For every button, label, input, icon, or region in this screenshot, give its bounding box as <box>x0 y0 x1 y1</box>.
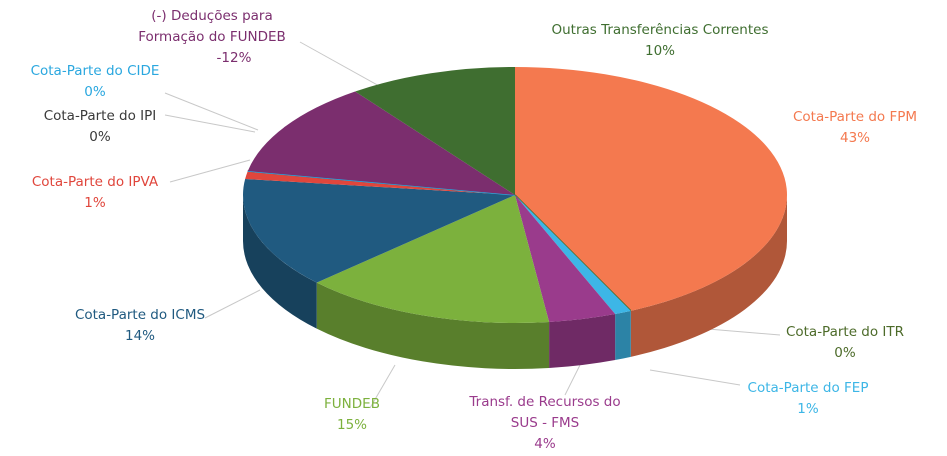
slice-value-label: 15% <box>336 417 367 433</box>
leader-line <box>169 159 251 183</box>
leader-line <box>164 114 256 133</box>
slice-value-label: 1% <box>84 195 106 211</box>
pie-slice <box>243 178 515 283</box>
pie-slice-side <box>549 314 616 368</box>
leader-line <box>164 92 259 131</box>
slice-label: Cota-Parte do CIDE <box>30 63 160 79</box>
slice-label: FUNDEB <box>324 396 380 412</box>
pie-slice-side <box>615 310 631 361</box>
leader-line <box>204 289 261 319</box>
slice-label: Transf. de Recursos do SUS - FMS <box>469 394 621 431</box>
pie-slice-side <box>630 195 788 357</box>
slice-label: Cota-Parte do IPI <box>43 108 157 124</box>
pie-tops <box>243 67 787 323</box>
pie-slice-side <box>316 282 550 370</box>
slice-value-label: 0% <box>834 345 856 361</box>
pie-sides <box>243 195 788 370</box>
slice-value-label: 43% <box>839 130 870 146</box>
leader-line <box>649 369 741 386</box>
pie-slice <box>316 195 550 323</box>
slice-value-label: 4% <box>534 436 556 452</box>
pie-slice <box>515 67 787 311</box>
leader-line <box>369 364 396 409</box>
pie-slice <box>515 195 616 322</box>
slice-value-label: 0% <box>84 84 106 100</box>
slice-label: Outras Transferências Correntes <box>551 22 769 38</box>
slice-label: Cota-Parte do IPVA <box>31 174 159 190</box>
leader-line <box>299 41 391 93</box>
slice-label: (-) Deduções para Formação do FUNDEB <box>138 8 286 45</box>
pie-slice-side <box>243 195 317 329</box>
slice-label: Cota-Parte do FEP <box>747 380 869 396</box>
pie-slice <box>515 195 631 315</box>
slice-label: Cota-Parte do ITR <box>785 324 905 340</box>
slice-label: Cota-Parte do FPM <box>792 109 918 125</box>
slice-value-label: 1% <box>797 401 819 417</box>
pie-slice <box>355 67 515 195</box>
leader-line <box>564 364 581 396</box>
slice-value-label: -12% <box>216 50 252 66</box>
slice-value-label: 0% <box>89 129 111 145</box>
slice-value-label: 10% <box>644 43 675 59</box>
slice-label: Cota-Parte do ICMS <box>74 307 206 323</box>
slice-value-label: 14% <box>124 328 155 344</box>
pie-slice <box>247 91 515 195</box>
